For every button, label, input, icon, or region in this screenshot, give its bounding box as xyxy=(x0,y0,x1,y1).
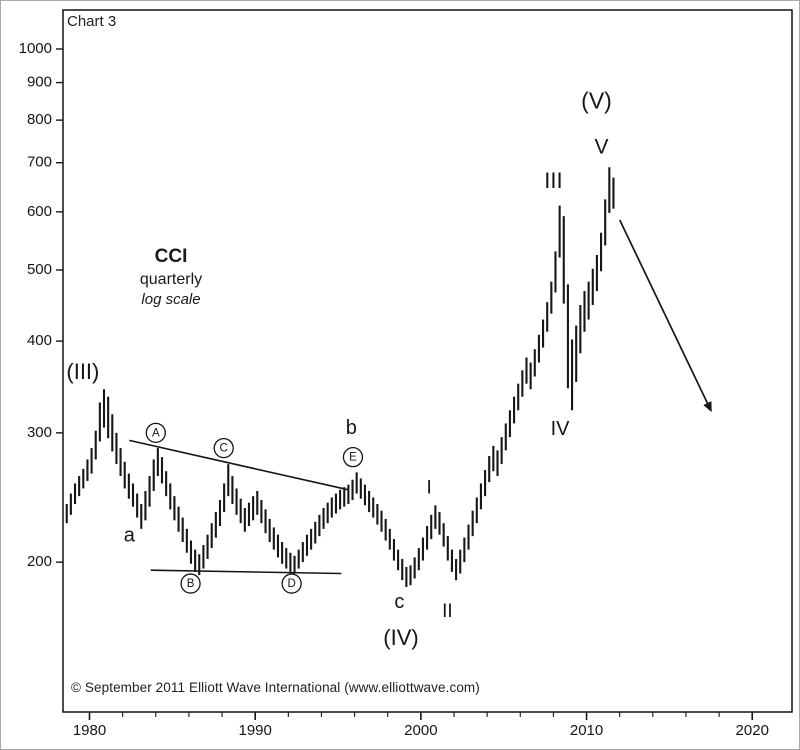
wave-circle-letter: A xyxy=(152,427,160,439)
scale-label: log scale xyxy=(141,291,201,309)
wave-circle xyxy=(342,446,364,468)
chart-label-block: CCI quarterly log scale xyxy=(105,245,237,310)
wave-label: (III) xyxy=(66,359,99,384)
y-tick-label: 900 xyxy=(27,74,52,91)
wave-label: I xyxy=(427,477,432,498)
wave-label: (IV) xyxy=(383,625,418,650)
chart-title: Chart 3 xyxy=(67,13,117,30)
upper-triangle-line xyxy=(129,439,349,491)
wave-circle-letter: B xyxy=(187,578,195,590)
wave-circle-letter: E xyxy=(349,452,357,464)
period-label: quarterly xyxy=(139,270,203,288)
instrument-label: CCI xyxy=(154,246,188,267)
wave-label: II xyxy=(442,601,453,622)
x-tick-label: 2000 xyxy=(404,722,437,739)
y-tick-label: 700 xyxy=(27,154,52,171)
plot-frame xyxy=(62,9,793,713)
x-tick-label: 2020 xyxy=(736,722,769,739)
wave-circle-letter: D xyxy=(287,578,295,590)
y-axis: 200 300 400 500 600 700 800 900 1000 xyxy=(19,40,63,570)
wave-label: III xyxy=(544,168,562,193)
copyright-text: © September 2011 Elliott Wave Internatio… xyxy=(71,680,480,695)
y-tick-label: 600 xyxy=(27,203,52,220)
x-tick-label: 1990 xyxy=(239,722,272,739)
x-tick-label: 2010 xyxy=(570,722,603,739)
projection-arrow xyxy=(618,219,712,413)
y-tick-label: 300 xyxy=(27,424,52,441)
circled-wave-labels: A B C D E xyxy=(145,422,364,594)
wave-circle-letter: C xyxy=(220,443,228,455)
wave-label: V xyxy=(594,136,608,159)
wave-label: a xyxy=(124,524,136,546)
y-tick-label: 200 xyxy=(27,553,52,570)
y-tick-label: 1000 xyxy=(19,40,52,57)
y-tick-label: 800 xyxy=(27,111,52,128)
price-bars xyxy=(65,167,615,587)
x-axis: 1980 1990 2000 2010 2020 xyxy=(73,712,769,739)
wave-circle xyxy=(145,422,166,444)
lower-triangle-line xyxy=(150,569,342,575)
wave-circle xyxy=(180,573,201,594)
wave-circle xyxy=(281,573,302,594)
y-tick-label: 500 xyxy=(27,261,52,278)
wave-label: (V) xyxy=(581,88,612,114)
wave-label: b xyxy=(346,417,357,439)
wave-label: c xyxy=(394,591,404,613)
x-tick-label: 1980 xyxy=(73,722,106,739)
y-tick-label: 400 xyxy=(27,332,52,349)
wave-circle xyxy=(213,437,234,459)
wave-label: IV xyxy=(551,418,571,440)
trendlines xyxy=(129,439,349,575)
